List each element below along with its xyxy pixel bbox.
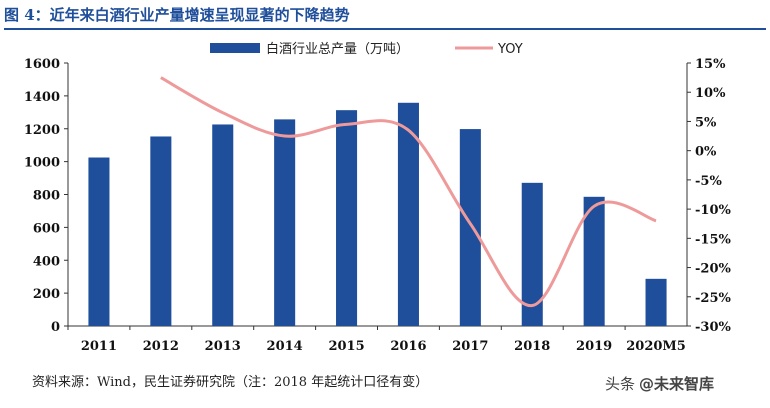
bar bbox=[212, 124, 234, 326]
legend-bar-label: 白酒行业总产量（万吨） bbox=[266, 41, 409, 57]
legend-line-label: YOY bbox=[497, 42, 523, 57]
x-tick-label: 2020M5 bbox=[626, 339, 686, 354]
yoy-line-series bbox=[160, 76, 657, 308]
x-tick-label: 2017 bbox=[452, 339, 488, 354]
bar-series bbox=[88, 102, 667, 327]
bar bbox=[521, 182, 543, 326]
yoy-line bbox=[160, 76, 657, 308]
figure-title: 图 4：近年来白酒行业产量增速呈现显著的下降趋势 bbox=[4, 2, 766, 30]
right-tick-label: 10% bbox=[695, 86, 726, 101]
right-tick-label: 5% bbox=[695, 115, 717, 130]
right-tick-label: -15% bbox=[695, 232, 731, 247]
bar-line-chart: 白酒行业总产量（万吨） YOY 0 200 400 600 800 1000 1200 140… bbox=[24, 41, 732, 354]
bar bbox=[150, 136, 172, 326]
x-tick-label: 2014 bbox=[267, 339, 303, 354]
left-tick-label: 1400 bbox=[24, 90, 60, 105]
x-tick-label: 2015 bbox=[328, 339, 364, 354]
axes: 0 200 400 600 800 1000 1200 1400 1600 -30% -25% -20… bbox=[24, 57, 732, 354]
bar bbox=[336, 110, 358, 326]
x-tick-label: 2013 bbox=[205, 339, 241, 354]
bar bbox=[583, 196, 605, 326]
left-tick-label: 1600 bbox=[24, 57, 60, 72]
x-tick-label: 2019 bbox=[576, 339, 612, 354]
left-tick-label: 1000 bbox=[24, 156, 60, 171]
x-tick-label: 2016 bbox=[390, 339, 426, 354]
left-tick-label: 200 bbox=[33, 287, 60, 302]
legend: 白酒行业总产量（万吨） YOY bbox=[210, 41, 523, 57]
bar bbox=[88, 157, 110, 326]
right-tick-label: 15% bbox=[695, 57, 726, 72]
right-tick-label: -10% bbox=[695, 203, 731, 218]
watermark: 头条 @未来智库 bbox=[605, 371, 714, 397]
source-note: 资料来源：Wind，民生证券研究院（注：2018 年起统计口径有变） bbox=[32, 375, 429, 390]
right-tick-label: -20% bbox=[695, 262, 731, 277]
left-tick-label: 800 bbox=[33, 189, 60, 204]
right-tick-label: -25% bbox=[695, 291, 731, 306]
bar bbox=[397, 102, 419, 326]
watermark-handle: @未来智库 bbox=[639, 375, 715, 393]
x-tick-label: 2012 bbox=[143, 339, 179, 354]
right-tick-label: -30% bbox=[695, 320, 731, 335]
left-tick-label: 400 bbox=[33, 254, 60, 269]
left-tick-label: 600 bbox=[33, 221, 60, 236]
bar bbox=[645, 278, 667, 326]
x-tick-label: 2018 bbox=[514, 339, 550, 354]
left-tick-label: 1200 bbox=[24, 123, 60, 138]
x-tick-label: 2011 bbox=[81, 339, 117, 354]
right-tick-label: 0% bbox=[695, 145, 717, 160]
bar bbox=[459, 129, 481, 326]
right-tick-label: -5% bbox=[695, 174, 722, 189]
legend-bar-swatch bbox=[210, 43, 260, 53]
bar bbox=[274, 119, 296, 327]
watermark-platform: 头条 bbox=[605, 375, 636, 393]
left-tick-label: 0 bbox=[51, 320, 60, 335]
